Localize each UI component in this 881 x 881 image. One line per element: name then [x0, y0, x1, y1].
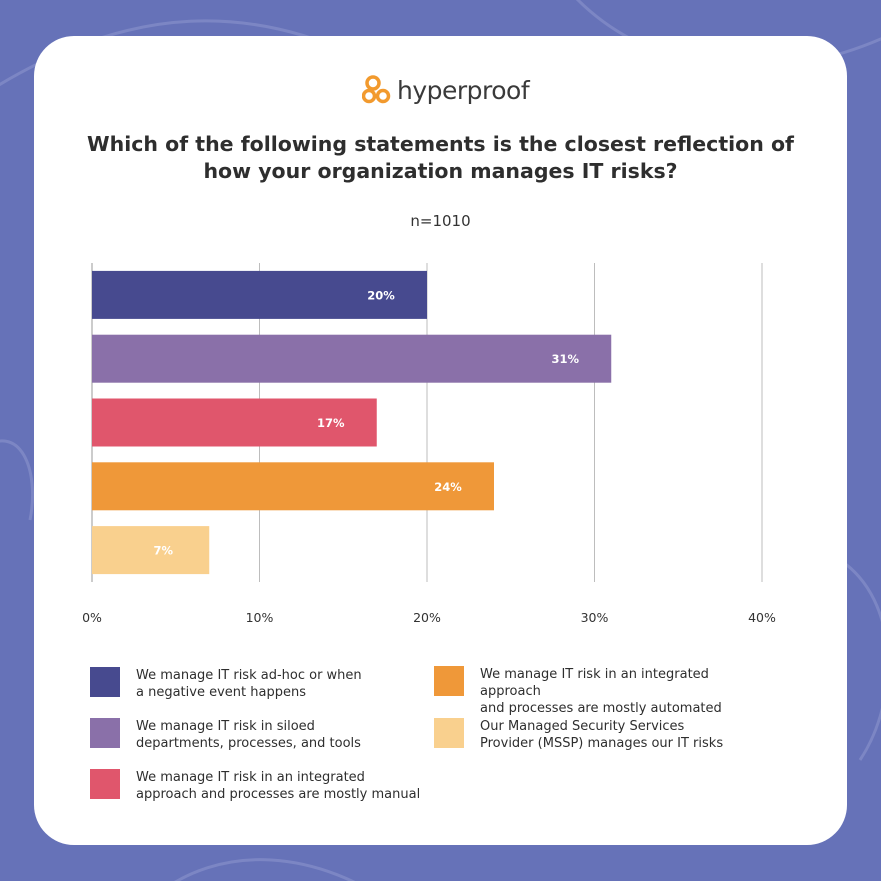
legend-swatch	[434, 666, 464, 696]
x-tick-label: 30%	[581, 610, 609, 625]
chart-title-line-2: how your organization manages IT risks?	[203, 159, 678, 183]
legend-label: Our Managed Security Services Provider (…	[480, 719, 724, 751]
logo-wordmark: hyperproof	[397, 75, 530, 105]
legend-item: Our Managed Security Services Provider (…	[434, 718, 770, 752]
legend-label: We manage IT risk ad-hoc or when a negat…	[136, 668, 362, 700]
legend-swatch	[90, 718, 120, 748]
x-tick-label: 0%	[82, 610, 102, 625]
chart-title: Which of the following statements is the…	[60, 131, 821, 185]
bar-value-label: 7%	[153, 544, 173, 558]
sample-size: n=1010	[410, 212, 471, 230]
legend-label: We manage IT risk in an integrated appro…	[480, 667, 722, 716]
legend-item: We manage IT risk ad-hoc or when a negat…	[90, 667, 426, 701]
chart-title-line-1: Which of the following statements is the…	[87, 132, 794, 156]
x-tick-label: 40%	[748, 610, 776, 625]
bar	[92, 462, 494, 511]
bar	[92, 526, 210, 575]
legend-swatch	[90, 769, 120, 799]
legend-item: We manage IT risk in an integrated appro…	[90, 769, 426, 803]
x-tick-label: 20%	[413, 610, 441, 625]
legend-swatch	[90, 667, 120, 697]
legend-item: We manage IT risk in an integrated appro…	[434, 666, 770, 717]
hyperproof-logo: hyperproof	[362, 73, 530, 107]
bar-value-label: 17%	[317, 416, 345, 430]
hyperproof-logo-icon	[362, 75, 391, 104]
bar	[92, 270, 427, 319]
legend-label: We manage IT risk in siloed departments,…	[136, 719, 361, 751]
legend-swatch	[434, 718, 464, 748]
legend-label: We manage IT risk in an integrated appro…	[136, 770, 421, 802]
bar-value-label: 24%	[434, 480, 462, 494]
bar-value-label: 31%	[551, 352, 579, 366]
x-tick-label: 10%	[246, 610, 274, 625]
bar	[92, 334, 612, 383]
bar-value-label: 20%	[367, 288, 395, 302]
legend-item: We manage IT risk in siloed departments,…	[90, 718, 426, 752]
bar	[92, 398, 377, 447]
